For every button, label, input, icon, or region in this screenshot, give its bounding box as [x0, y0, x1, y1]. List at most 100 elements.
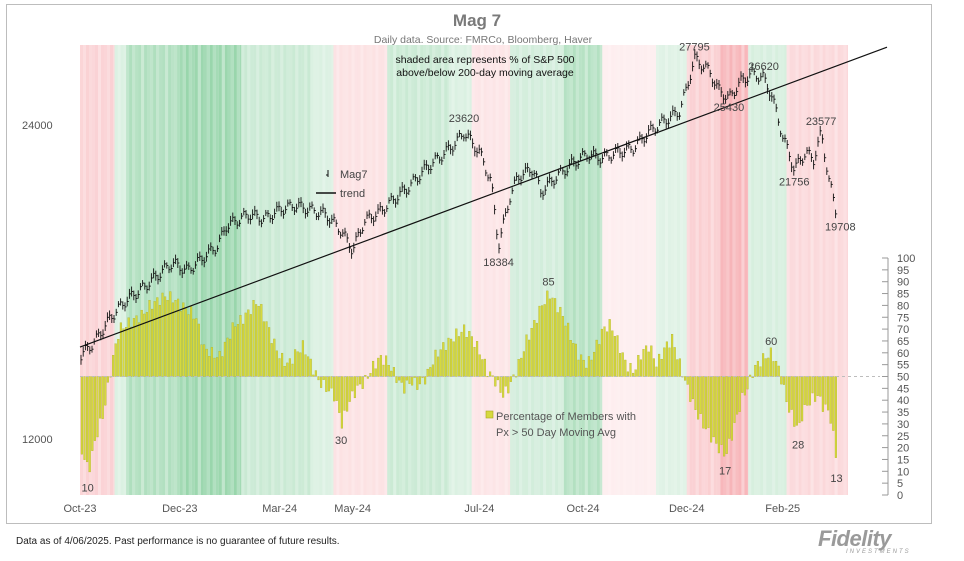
pct-bar	[171, 302, 174, 377]
pct-bar	[463, 324, 466, 377]
regime-band-below	[686, 45, 690, 495]
pct-bar	[556, 312, 559, 377]
pct-bar	[294, 349, 297, 377]
pct-bar	[424, 376, 427, 385]
pct-bar	[723, 376, 726, 457]
y-left-tick-label: 24000	[22, 120, 53, 132]
pct-bar	[689, 376, 692, 402]
regime-band-below	[507, 45, 511, 495]
regime-band-below	[626, 45, 630, 495]
regime-band-below	[695, 45, 699, 495]
pct-bar	[665, 341, 668, 377]
pct-bar	[392, 367, 395, 377]
regime-band-above	[171, 45, 175, 495]
annotation-26620: 26620	[748, 61, 779, 73]
pct-bar	[195, 318, 198, 377]
pct-bar	[140, 309, 143, 377]
regime-band-above	[558, 45, 562, 495]
pct-bar	[247, 309, 250, 377]
pct-bar	[465, 336, 468, 377]
regime-band-below	[86, 45, 89, 495]
regime-band-above	[563, 45, 567, 495]
regime-band-above	[659, 45, 662, 495]
pct-bar	[333, 376, 336, 402]
regime-band-below	[357, 45, 361, 495]
pct-bar	[117, 338, 120, 377]
y-right-tick-label: 100	[897, 253, 915, 265]
pct-bar	[507, 376, 510, 394]
regime-band-below	[710, 45, 714, 495]
regime-band-above	[144, 45, 148, 495]
pct-bar	[473, 347, 476, 377]
annotation-85: 85	[542, 277, 554, 289]
pct-bar	[619, 353, 622, 377]
regime-band-below	[729, 45, 733, 495]
regime-band-above	[683, 45, 686, 495]
pct-bar	[606, 331, 609, 377]
mag7-price-series	[80, 49, 838, 365]
pct-bar	[489, 371, 492, 377]
regime-band-below	[804, 45, 808, 495]
regime-band-above	[441, 45, 445, 495]
regime-band-below	[698, 45, 702, 495]
y-right-tick-label: 45	[897, 383, 909, 395]
pct-bar	[775, 361, 778, 377]
legend-bars-swatch	[485, 410, 494, 419]
regime-band-above	[581, 45, 585, 495]
pct-bar	[377, 357, 380, 377]
regime-band-below	[653, 45, 656, 495]
y-right-tick-label: 10	[897, 466, 909, 478]
annotations: 27795 26620 25430 23620 23577 21756 19708 18384…	[82, 41, 856, 494]
regime-band-below	[813, 45, 817, 495]
regime-band-above	[587, 45, 591, 495]
regime-band-below	[110, 45, 113, 495]
regime-band-above	[218, 45, 222, 495]
regime-band-below	[798, 45, 802, 495]
pct-bar	[707, 376, 710, 428]
pct-bar	[278, 358, 281, 377]
chart-subtitle: Daily data. Source: FMRCo, Bloomberg, Ha…	[374, 34, 593, 46]
right-axis: 0510152025303540455055606570758085909510…	[882, 253, 915, 502]
pct-bar	[827, 376, 830, 411]
pct-bar	[577, 359, 580, 377]
pct-bar	[353, 376, 356, 399]
regime-band-below	[716, 45, 718, 495]
regime-band-above	[561, 45, 564, 495]
pct-bar	[197, 323, 200, 377]
pct-bar	[96, 376, 99, 438]
pct-bar	[166, 300, 169, 377]
pct-bar	[548, 298, 551, 377]
regime-band-above	[262, 45, 266, 495]
pct-bar	[824, 376, 827, 405]
pct-bar	[283, 366, 286, 377]
pct-bar	[130, 326, 133, 377]
pct-bar	[710, 376, 713, 443]
pct-bar	[629, 363, 632, 377]
pct-bar	[603, 326, 606, 377]
pct-bar	[286, 362, 289, 377]
y-right-tick-label: 55	[897, 360, 909, 372]
regime-band-above	[534, 45, 538, 495]
regime-band-above	[668, 45, 671, 495]
regime-band-above	[325, 45, 329, 495]
pct-bar	[187, 314, 190, 377]
regime-band-below	[644, 45, 648, 495]
pct-bar	[379, 355, 382, 377]
annotation-30: 30	[335, 435, 347, 447]
pct-bar	[88, 376, 91, 473]
pct-bar	[702, 376, 705, 429]
regime-band-above	[319, 45, 323, 495]
chart-title: Mag 7	[453, 11, 501, 30]
pct-bar	[151, 308, 154, 377]
regime-band-below	[744, 45, 748, 495]
regime-band-above	[432, 45, 436, 495]
x-tick-label: Dec-23	[162, 503, 197, 515]
pct-bar	[559, 306, 562, 377]
pct-bar	[184, 308, 187, 377]
regime-band-above	[414, 45, 418, 495]
regime-band-below	[816, 45, 820, 495]
pct-bar	[803, 376, 806, 405]
pct-bar	[593, 351, 596, 377]
pct-bar	[808, 376, 811, 406]
pct-bar	[426, 368, 429, 377]
